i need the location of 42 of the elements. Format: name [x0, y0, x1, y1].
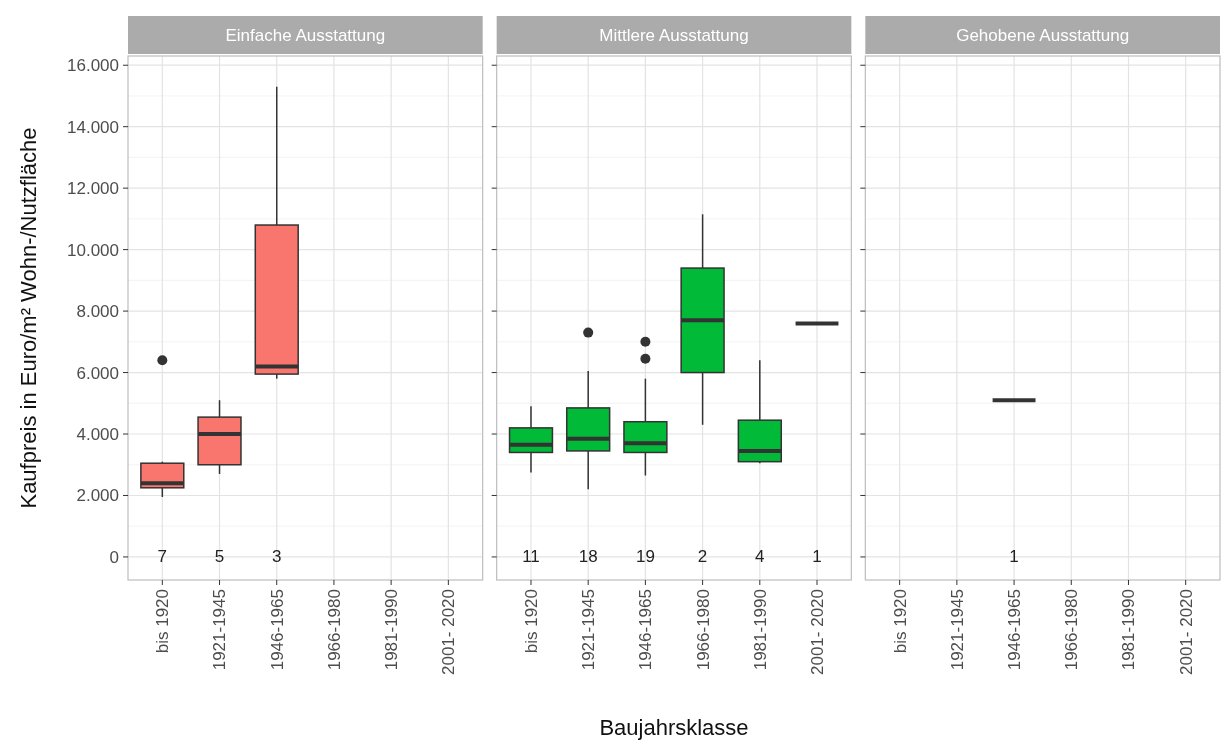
- annotation: 3: [272, 546, 282, 566]
- y-tick-label: 6.000: [76, 363, 119, 383]
- y-tick-label: 0: [109, 547, 119, 567]
- x-tick-label: bis 1920: [153, 589, 173, 654]
- y-axis-title: Kaufpreis in Euro/m² Wohn-/Nutzfläche: [16, 127, 41, 509]
- chart-title: Mittlere Ausstattung: [599, 26, 749, 45]
- x-tick-label: 1966-1980: [1062, 589, 1082, 671]
- x-axis-title: Baujahrsklasse: [599, 715, 749, 740]
- x-tick-label: 1921-1945: [579, 589, 599, 671]
- x-tick-label: bis 1920: [890, 589, 910, 654]
- annotation: 7: [157, 546, 168, 566]
- chart-title: Gehobene Ausstattung: [956, 26, 1130, 45]
- y-tick-label: 2.000: [76, 486, 119, 506]
- annotation: 19: [635, 546, 655, 566]
- y-tick-label: 4.000: [76, 424, 119, 444]
- x-tick-label: 1946-1965: [267, 589, 287, 671]
- x-tick-label: bis 1920: [521, 589, 541, 654]
- x-tick-label: 1946-1965: [1005, 589, 1025, 671]
- annotation: 1: [812, 546, 822, 566]
- x-tick-label: 1921-1945: [210, 589, 230, 671]
- y-tick-label: 14.000: [67, 117, 119, 137]
- x-tick-label: 1981-1990: [1119, 589, 1139, 671]
- chart-title: Einfache Ausstattung: [225, 26, 386, 45]
- x-tick-label: 2001- 2020: [807, 589, 827, 676]
- y-tick-label: 10.000: [67, 240, 119, 260]
- x-tick-label: 2001- 2020: [1176, 589, 1196, 676]
- y-tick-label: 12.000: [67, 179, 119, 199]
- annotation: 11: [522, 546, 540, 566]
- annotation: 4: [755, 546, 765, 566]
- x-tick-label: 1981-1990: [382, 589, 402, 671]
- x-tick-label: 2001- 2020: [439, 589, 459, 676]
- x-tick-label: 1921-1945: [947, 589, 967, 671]
- annotation: 5: [214, 546, 225, 566]
- x-tick-label: 1981-1990: [750, 589, 770, 671]
- x-tick-label: 1946-1965: [636, 589, 656, 671]
- y-tick-label: 16.000: [67, 56, 119, 76]
- annotation: 1: [1009, 546, 1019, 566]
- y-tick-label: 8.000: [76, 302, 119, 322]
- x-tick-label: 1966-1980: [693, 589, 713, 671]
- annotation: 18: [578, 546, 598, 566]
- annotation: 2: [697, 546, 708, 566]
- x-tick-label: 1966-1980: [324, 589, 344, 671]
